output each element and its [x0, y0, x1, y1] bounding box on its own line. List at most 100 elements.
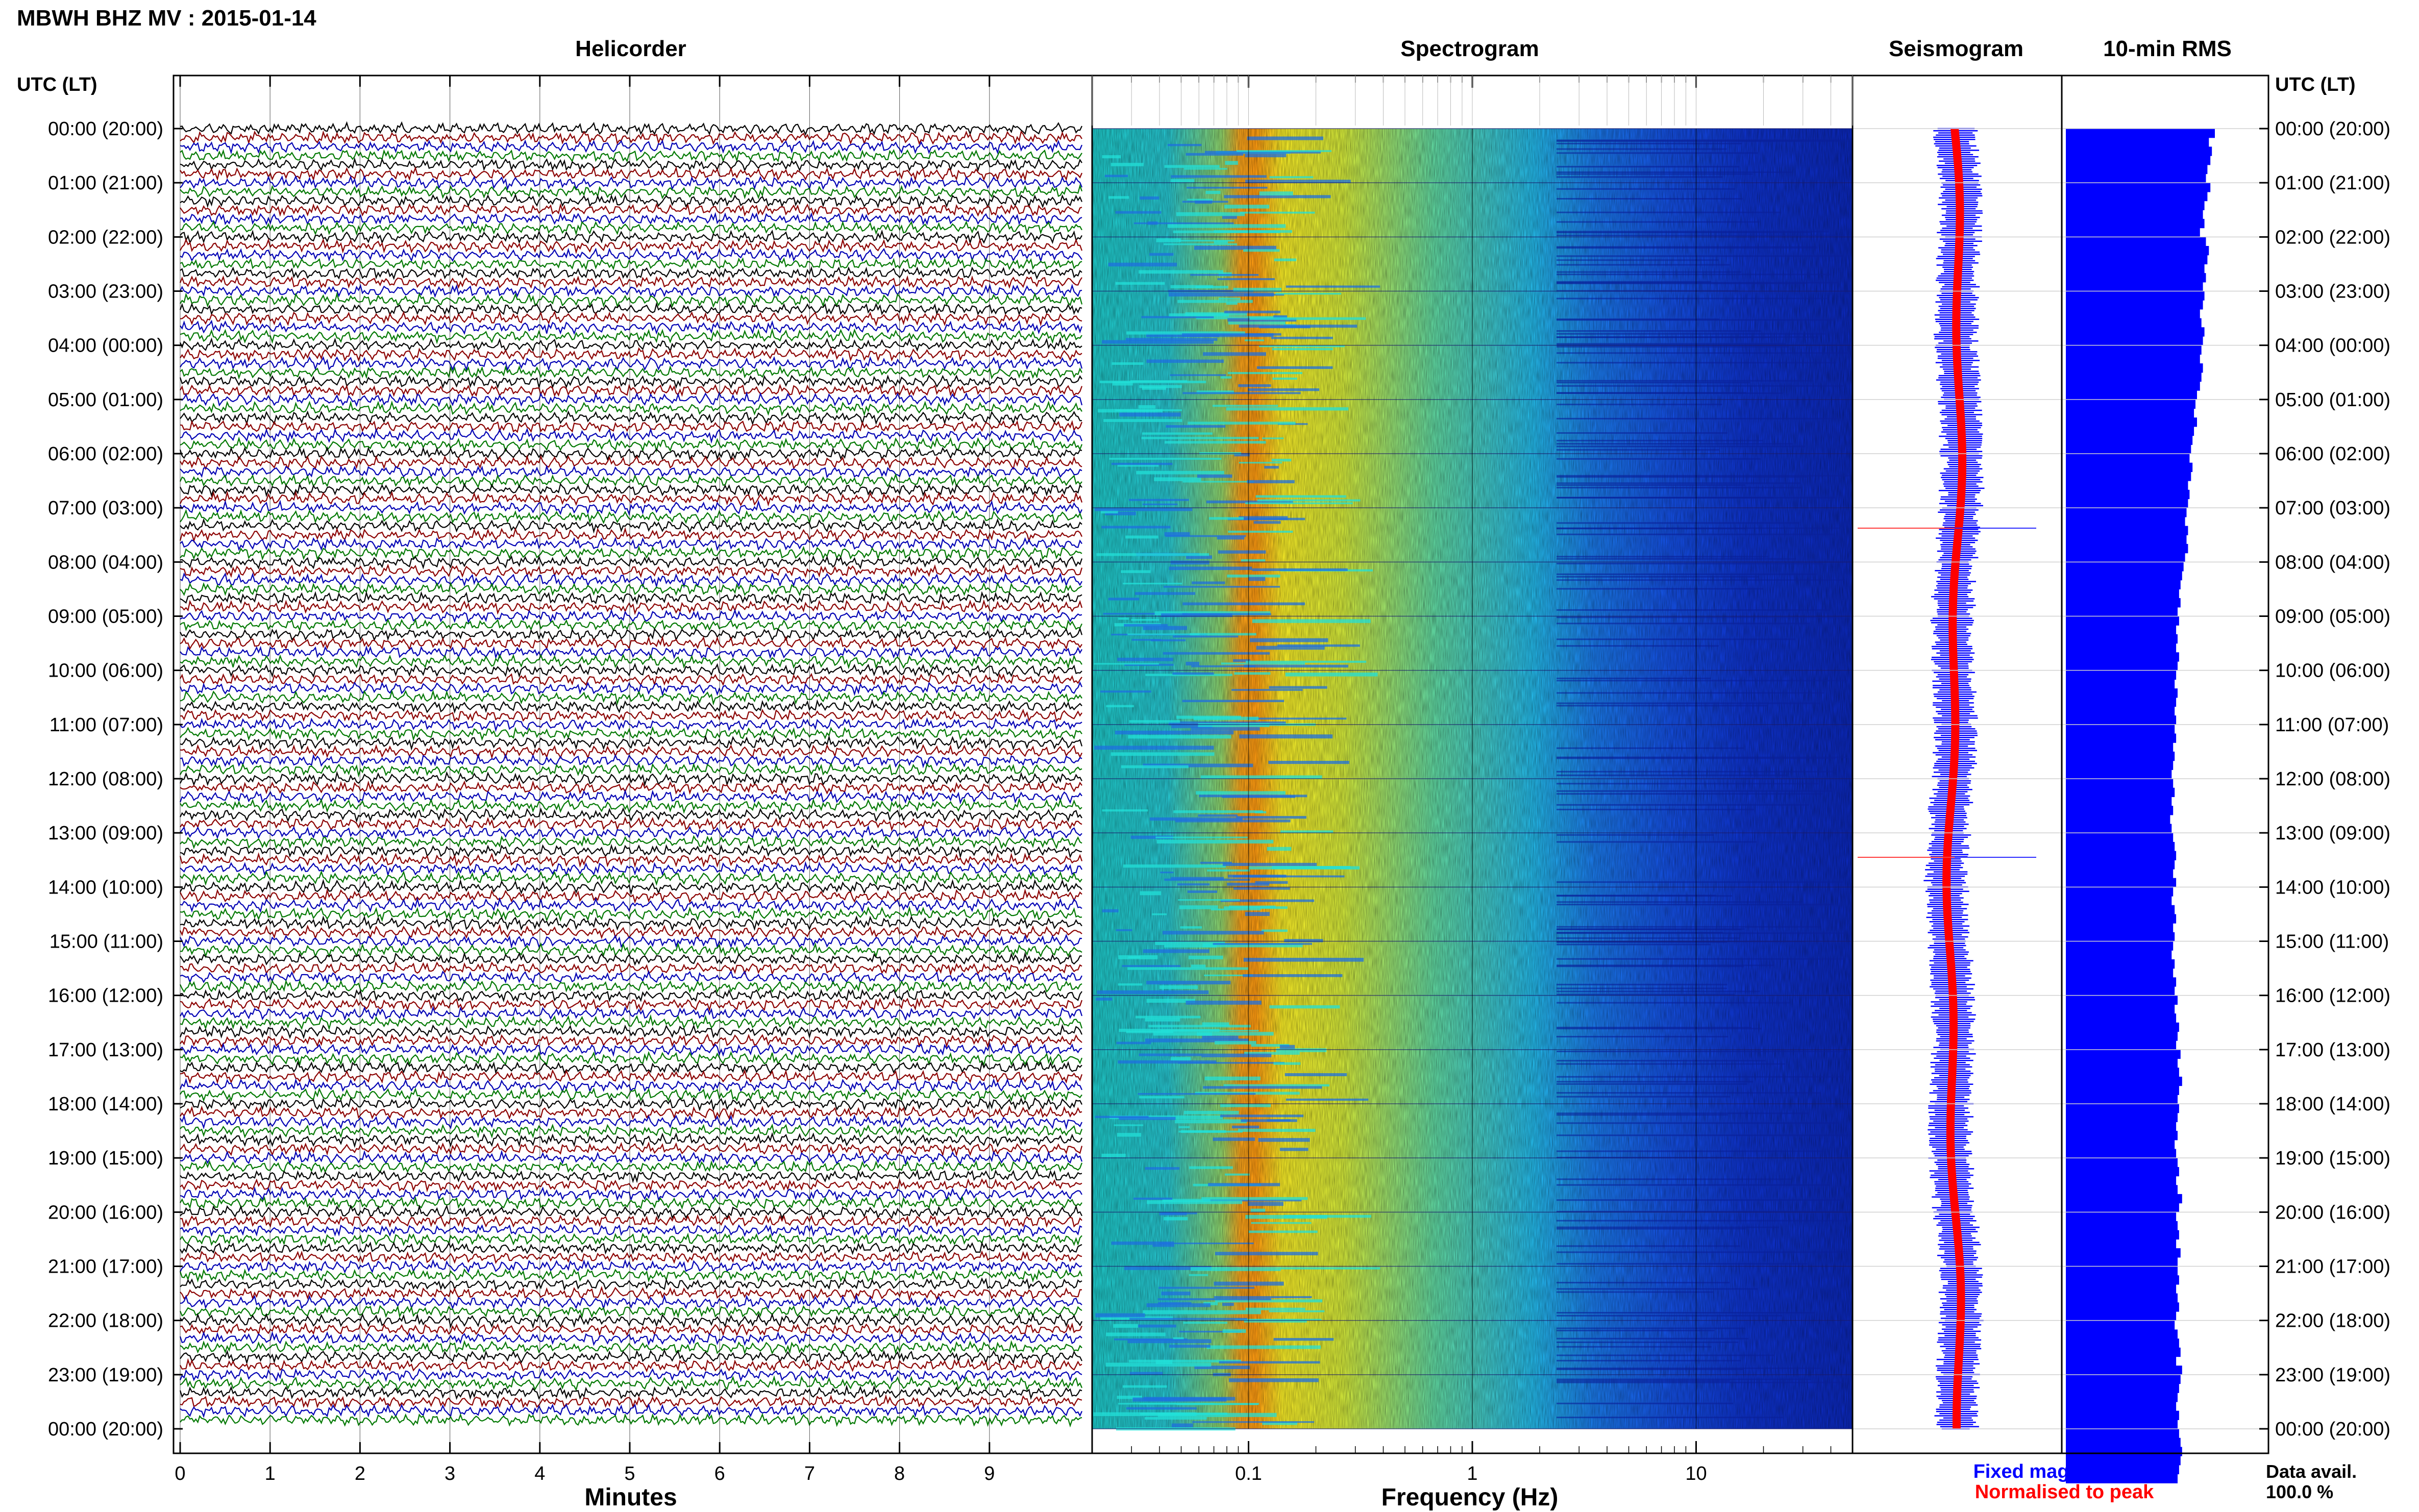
spectrogram-streak: [1557, 774, 1788, 776]
rms-bar: [2066, 1068, 2179, 1077]
spectrogram-streak: [1193, 716, 1259, 721]
rms-bar: [2066, 1474, 2178, 1483]
rms-bar: [2066, 390, 2197, 400]
rms-bar: [2066, 932, 2175, 942]
spectrogram-streak: [1117, 1133, 1141, 1137]
helicorder-trace: [180, 933, 1082, 949]
rms-bar: [2066, 1284, 2177, 1294]
spectrogram-streak: [1557, 166, 1740, 168]
rms-bar: [2066, 1420, 2178, 1429]
spectrogram-streak: [1237, 150, 1331, 152]
helicorder-trace: [180, 798, 1082, 814]
spectrogram-streak: [1557, 264, 1730, 266]
time-label-right: 17:00 (13:00): [2275, 1039, 2390, 1061]
rms-bar: [2066, 959, 2175, 969]
spectrogram-streak: [1280, 1267, 1380, 1270]
spectrogram-streak: [1171, 724, 1213, 728]
spectrogram-streak: [1274, 258, 1297, 261]
spectrogram-streak: [1557, 1263, 1808, 1265]
spectrogram-streak: [1118, 1403, 1214, 1405]
helicorder-trace: [180, 1006, 1083, 1021]
rms-bar: [2066, 1374, 2181, 1384]
spectrogram-streak: [1251, 1044, 1290, 1047]
helicorder-trace: [180, 500, 1082, 516]
rms-bar: [2066, 1339, 2179, 1348]
helicorder-trace: [180, 1087, 1082, 1102]
spectrogram-streak: [1248, 866, 1360, 870]
spectrogram-streak: [1203, 352, 1266, 356]
helicorder-traces: [179, 121, 1083, 1428]
spectrogram-streak: [1557, 271, 1742, 273]
rms-bar: [2066, 887, 2174, 897]
spectrogram-streak: [1557, 152, 1758, 154]
helicorder-trace: [180, 689, 1082, 706]
time-label-left: 07:00 (03:00): [48, 498, 163, 519]
spectrogram-streak: [1557, 533, 1834, 535]
spectrogram-streak: [1178, 1126, 1190, 1128]
rms-bar: [2066, 914, 2177, 924]
spectrogram-streak: [1557, 793, 1822, 795]
spectrogram-streak: [1255, 881, 1288, 884]
spectrogram-streak: [1557, 1002, 1790, 1004]
spectrogram-streak: [1166, 425, 1226, 428]
spectrogram-streak: [1100, 690, 1151, 693]
spectrogram-streak: [1178, 899, 1240, 901]
spectrogram-streak: [1557, 1369, 1744, 1370]
spectrogram-streak: [1286, 285, 1380, 288]
spectrogram-streak: [1557, 1063, 1786, 1065]
rms-bar: [2066, 1429, 2179, 1439]
spectrogram-streak: [1129, 720, 1180, 723]
time-label-right: 04:00 (00:00): [2275, 335, 2390, 357]
helicorder-trace: [180, 1178, 1082, 1193]
helicorder-trace: [180, 924, 1082, 940]
spectrogram-streak: [1557, 148, 1727, 150]
spectrogram-streak: [1557, 1156, 1733, 1158]
spectrogram-streak: [1164, 532, 1190, 536]
time-label-right: 14:00 (10:00): [2275, 877, 2390, 898]
spectrogram-streak: [1557, 259, 1719, 261]
spectrogram-streak: [1123, 583, 1182, 585]
rms-bar: [2066, 1401, 2177, 1411]
helicorder-trace: [180, 699, 1082, 714]
helicorder-trace: [179, 1331, 1082, 1346]
spectrogram-streak: [1215, 1252, 1318, 1255]
rms-bar: [2066, 499, 2188, 508]
spectrogram-streak: [1557, 1092, 1821, 1094]
data-avail-value: 100.0 %: [2266, 1481, 2333, 1502]
spectrogram-streak: [1186, 661, 1199, 666]
helicorder-trace: [180, 835, 1082, 850]
spectrogram-streak: [1557, 944, 1711, 946]
spectrogram-streak: [1262, 1421, 1297, 1425]
spectrogram-streak: [1206, 500, 1293, 504]
spectrogram-streak: [1196, 791, 1286, 795]
spectrogram-streak: [1252, 619, 1371, 623]
spectrogram-streak: [1275, 292, 1342, 295]
rms-bar: [2066, 1095, 2178, 1104]
spectrogram-streak: [1103, 613, 1188, 615]
spectrogram-streak: [1557, 747, 1744, 749]
helicorder-trace: [180, 427, 1083, 444]
spectrogram-streak: [1557, 964, 1773, 966]
spectrogram-streak: [1269, 1005, 1340, 1009]
rms-bar: [2066, 841, 2175, 852]
time-label-left: 03:00 (23:00): [48, 281, 163, 303]
spectrogram-streak: [1222, 215, 1237, 219]
spectrogram-streak: [1123, 864, 1226, 868]
rms-bar: [2066, 444, 2191, 454]
time-label-left: 12:00 (08:00): [48, 769, 163, 790]
helicorder-trace: [180, 599, 1083, 615]
rms-bar: [2066, 543, 2188, 554]
rms-bar: [2066, 643, 2177, 653]
rms-bar: [2066, 923, 2174, 933]
spectrogram-streak: [1118, 955, 1158, 959]
spectrogram-streak: [1557, 783, 1819, 785]
time-header-right: UTC (LT): [2275, 74, 2356, 95]
helicorder-trace: [180, 970, 1082, 985]
rms-bar: [2066, 173, 2206, 183]
spectrogram-streak: [1557, 1291, 1714, 1293]
helicorder-trace: [180, 328, 1082, 344]
rms-bar: [2066, 833, 2174, 842]
helicorder-trace: [179, 1268, 1083, 1283]
spectrogram-streak: [1148, 1025, 1251, 1028]
spectrogram-streak: [1129, 499, 1189, 501]
